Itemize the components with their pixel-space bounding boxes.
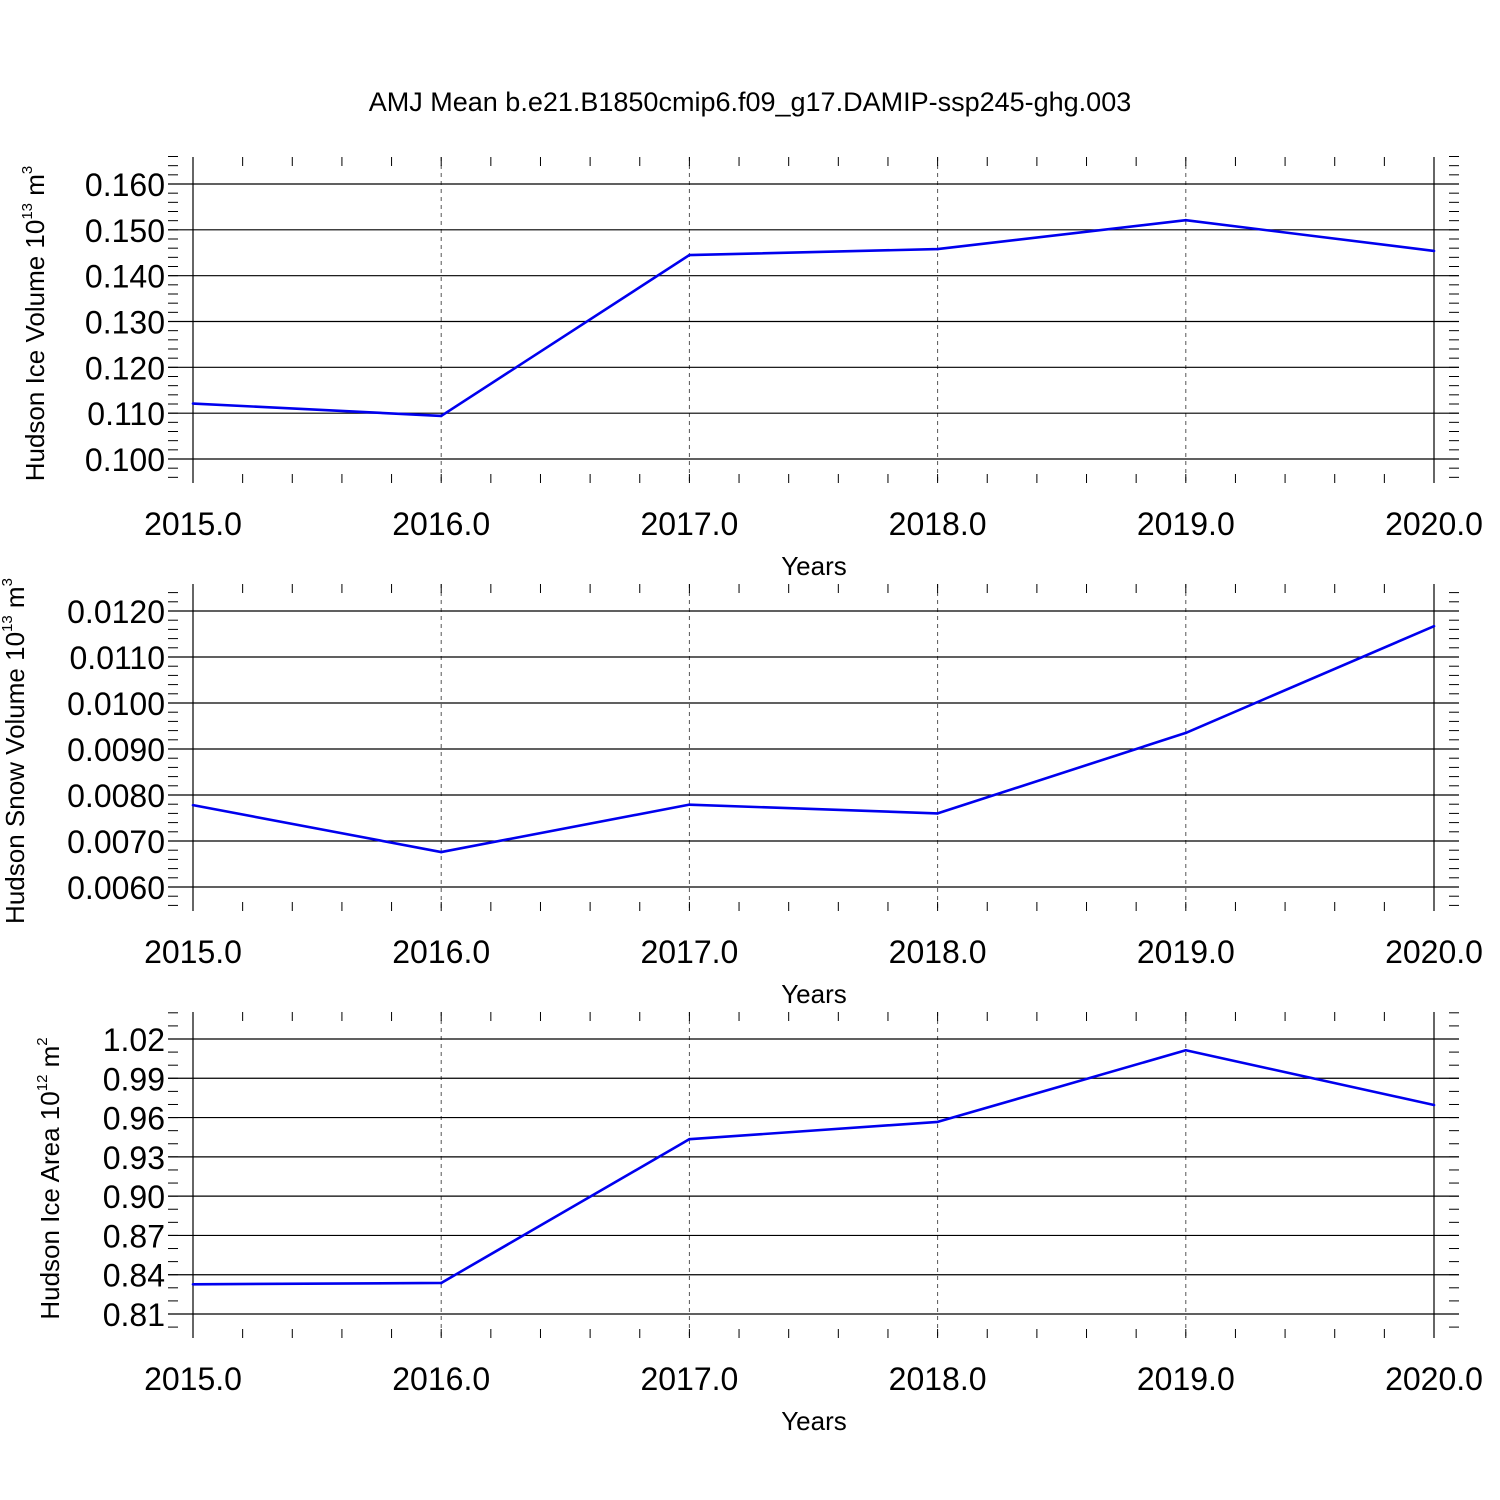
- y-tick-label: 0.130: [85, 305, 165, 341]
- y-axis-label-exponent: 13: [0, 615, 16, 632]
- x-tick-label: 2016.0: [392, 934, 490, 970]
- data-point: [1432, 1103, 1436, 1107]
- y-tick-label: 0.90: [103, 1179, 165, 1215]
- series-line: [192, 1048, 1435, 1286]
- y-tick-label: 0.100: [85, 442, 165, 478]
- y-axis-label-unit-exponent: 2: [34, 1037, 51, 1045]
- data-point: [1184, 731, 1188, 735]
- y-tick-label: 1.02: [103, 1022, 165, 1058]
- y-tick-label: 0.0100: [67, 686, 165, 722]
- y-axis-label-unit: m: [20, 174, 50, 203]
- y-axis-label-exponent: 12: [34, 1075, 51, 1092]
- y-tick-label: 0.93: [103, 1140, 165, 1176]
- x-tick-label: 2015.0: [144, 934, 242, 970]
- y-axis-label: Hudson Ice Area 1012 m2: [34, 1037, 65, 1319]
- data-point: [936, 1120, 939, 1124]
- data-point: [688, 253, 691, 257]
- x-tick-label: 2017.0: [640, 506, 738, 542]
- data-point: [1184, 218, 1188, 222]
- y-axis-label: Hudson Ice Volume 1013 m3: [19, 166, 50, 482]
- data-point: [191, 402, 195, 405]
- y-axis-label-text: Hudson Ice Volume 10: [20, 220, 50, 482]
- y-axis-label-unit-exponent: 3: [19, 166, 36, 174]
- y-tick-label: 0.120: [85, 350, 165, 386]
- x-tick-label: 2020.0: [1385, 506, 1483, 542]
- x-tick-label: 2018.0: [889, 1361, 987, 1397]
- data-point: [439, 850, 443, 854]
- data-point: [1432, 624, 1436, 628]
- data-point: [936, 812, 939, 815]
- x-tick-label: 2015.0: [144, 506, 242, 542]
- y-tick-label: 0.81: [103, 1297, 165, 1333]
- x-tick-label: 2018.0: [889, 506, 987, 542]
- data-point: [1432, 249, 1436, 253]
- y-axis-label: Hudson Snow Volume 1013 m3: [0, 578, 30, 924]
- y-tick-label: 0.84: [103, 1258, 165, 1294]
- panels: 0.100 0.110 0.120 0.130 0.140 0.150 0.160 2015.…: [0, 156, 1483, 1436]
- y-axis-label-unit-exponent: 3: [0, 578, 16, 586]
- y-tick-label: 0.87: [103, 1218, 165, 1254]
- y-axis-label-exponent: 13: [19, 203, 36, 220]
- y-tick-label: 0.0070: [67, 824, 165, 860]
- y-tick-label: 0.0080: [67, 778, 165, 814]
- y-tick-label: 0.110: [87, 396, 165, 432]
- x-tick-label: 2019.0: [1137, 1361, 1235, 1397]
- data-point: [688, 803, 691, 806]
- y-tick-label: 0.140: [85, 259, 165, 295]
- y-tick-label: 0.0090: [67, 732, 165, 768]
- data-point: [936, 247, 939, 251]
- y-axis-label-text: Hudson Snow Volume 10: [0, 632, 30, 924]
- x-tick-label: 2018.0: [889, 934, 987, 970]
- y-tick-label: 0.0120: [67, 594, 165, 630]
- data-point: [439, 414, 443, 418]
- y-tick-label: 0.150: [85, 213, 165, 249]
- panel-1: 0.100 0.110 0.120 0.130 0.140 0.150 0.160 2015.…: [19, 156, 1483, 581]
- x-tick-label: 2015.0: [144, 1361, 242, 1397]
- y-tick-label: 0.96: [103, 1101, 165, 1137]
- y-tick-label: 0.0060: [67, 870, 165, 906]
- data-point: [439, 1281, 443, 1285]
- x-tick-label: 2019.0: [1137, 934, 1235, 970]
- y-axis-label-text: Hudson Ice Area 10: [35, 1091, 65, 1319]
- data-point: [191, 1282, 195, 1286]
- y-axis-label-unit: m: [35, 1046, 65, 1075]
- x-tick-label: 2017.0: [640, 934, 738, 970]
- y-tick-label: 0.160: [85, 167, 165, 203]
- x-axis-label: Years: [781, 551, 847, 581]
- data-point: [688, 1137, 691, 1141]
- x-axis-label: Years: [781, 979, 847, 1009]
- data-point: [191, 803, 195, 807]
- series-line: [192, 218, 1435, 418]
- x-tick-label: 2016.0: [392, 1361, 490, 1397]
- x-tick-label: 2017.0: [640, 1361, 738, 1397]
- y-axis-label-unit: m: [0, 586, 30, 615]
- panel-2: 0.0060 0.0070 0.0080 0.0090 0.0100 0.0110 0.01…: [0, 578, 1483, 1009]
- x-tick-label: 2019.0: [1137, 506, 1235, 542]
- x-tick-label: 2020.0: [1385, 934, 1483, 970]
- y-tick-label: 0.0110: [70, 640, 166, 676]
- figure-title: AMJ Mean b.e21.B1850cmip6.f09_g17.DAMIP-…: [369, 87, 1131, 117]
- x-tick-label: 2020.0: [1385, 1361, 1483, 1397]
- data-point: [1184, 1048, 1188, 1052]
- y-tick-label: 0.99: [103, 1061, 165, 1097]
- series-line: [192, 624, 1435, 854]
- x-tick-label: 2016.0: [392, 506, 490, 542]
- x-axis-label: Years: [781, 1406, 847, 1436]
- panel-3: 0.810.84 0.870.900.930.96 0.991.02 2015.0 20…: [34, 1012, 1483, 1436]
